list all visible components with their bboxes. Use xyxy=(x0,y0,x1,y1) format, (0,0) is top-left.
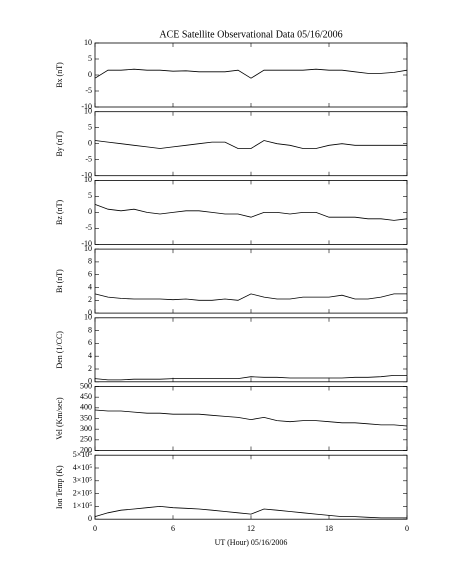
y-tick-label: 2 xyxy=(88,295,92,304)
y-tick-label: 250 xyxy=(80,435,92,444)
chart-title: ACE Satellite Observational Data 05/16/2… xyxy=(159,29,342,40)
y-axis-label: By (nT) xyxy=(55,131,64,157)
y-axis-label: Ion Temp (K) xyxy=(55,465,64,509)
y-tick-label: -5 xyxy=(85,86,92,95)
y-axis-label: Vel (Km/sec) xyxy=(55,397,64,440)
y-tick-label: 0 xyxy=(88,207,92,216)
y-tick-label: -10 xyxy=(81,239,92,248)
panel-frame xyxy=(94,42,408,108)
y-tick-label: 4 xyxy=(88,282,92,291)
panel-frame xyxy=(94,317,408,383)
panel-frame xyxy=(94,111,408,177)
y-tick-label: 6 xyxy=(88,338,92,347)
data-line xyxy=(94,293,407,301)
data-line xyxy=(94,204,408,221)
y-tick-label: 350 xyxy=(80,413,92,422)
panel-frame xyxy=(94,454,408,520)
y-tick-label: 0 xyxy=(88,70,92,79)
y-tick-label: 0 xyxy=(88,514,92,523)
y-tick-label: 400 xyxy=(80,403,92,412)
y-tick-label: 10 xyxy=(84,107,92,116)
x-tick-label: 12 xyxy=(247,524,255,533)
panel-frame xyxy=(94,386,408,451)
y-tick-label: 10 xyxy=(84,38,92,47)
y-tick-label: 4 xyxy=(88,351,92,360)
y-tick-label: 10 xyxy=(84,244,92,253)
x-tick-label: 18 xyxy=(325,524,333,533)
x-tick-label: 0 xyxy=(405,524,409,533)
data-line xyxy=(94,140,407,149)
y-axis-label: Bt (nT) xyxy=(55,269,64,293)
x-axis-label: UT (Hour) 05/16/2006 xyxy=(215,538,288,547)
data-line xyxy=(94,375,407,381)
y-tick-label: 5×10⁵ xyxy=(73,450,93,459)
y-tick-label: 2 xyxy=(88,364,92,373)
y-tick-label: 8 xyxy=(88,325,92,334)
y-axis-label: Bz (nT) xyxy=(55,200,64,225)
y-tick-label: 200 xyxy=(80,445,92,454)
y-tick-label: -10 xyxy=(81,102,92,111)
y-tick-label: 6 xyxy=(88,270,92,279)
y-axis-label: Bx (nT) xyxy=(55,62,64,88)
y-tick-label: 0 xyxy=(88,377,92,386)
x-tick-label: 6 xyxy=(171,524,175,533)
panel-frame xyxy=(94,179,408,245)
y-tick-label: 5 xyxy=(88,54,92,63)
y-tick-label: 0 xyxy=(88,139,92,148)
panel-frame xyxy=(94,248,408,314)
y-tick-label: 10 xyxy=(84,175,92,184)
data-line xyxy=(94,505,407,519)
data-line xyxy=(94,409,408,427)
y-tick-label: 8 xyxy=(88,257,92,266)
y-tick-label: 1×10⁵ xyxy=(73,501,93,510)
y-tick-label: -5 xyxy=(85,155,92,164)
y-tick-label: -10 xyxy=(81,171,92,180)
y-tick-label: 300 xyxy=(80,424,92,433)
y-tick-label: 450 xyxy=(80,392,92,401)
y-tick-label: 4×10⁵ xyxy=(73,463,93,472)
y-tick-label: 3×10⁵ xyxy=(73,476,93,485)
y-tick-label: 2×10⁵ xyxy=(73,488,93,497)
y-tick-label: 5 xyxy=(88,191,92,200)
y-tick-label: 5 xyxy=(88,123,92,132)
y-tick-label: 0 xyxy=(88,308,92,317)
y-tick-label: 10 xyxy=(84,313,92,322)
y-axis-label: Den (1/CC) xyxy=(55,331,64,369)
x-tick-label: 0 xyxy=(93,524,97,533)
y-tick-label: 500 xyxy=(80,381,92,390)
y-tick-label: -5 xyxy=(85,223,92,232)
data-line xyxy=(94,68,408,79)
